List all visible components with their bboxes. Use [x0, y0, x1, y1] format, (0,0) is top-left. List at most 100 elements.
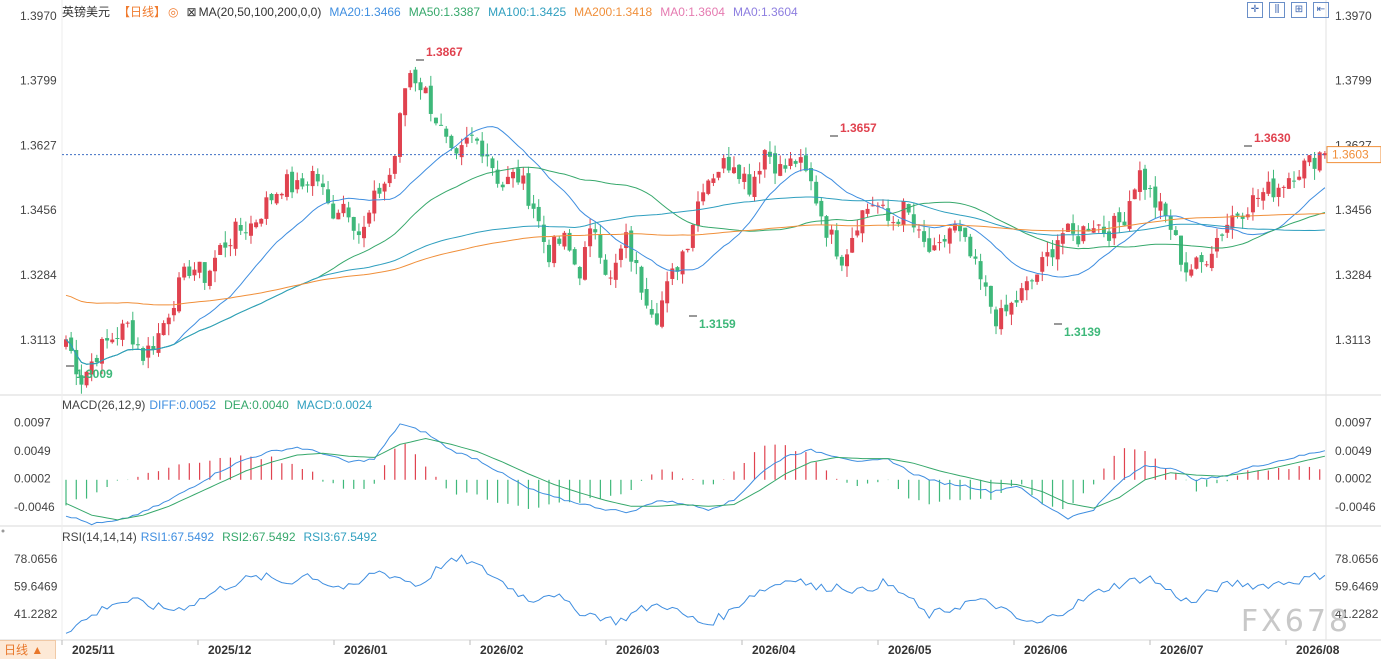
candle-body: [937, 242, 942, 244]
candle-body: [485, 154, 490, 157]
current-price-tag: [1326, 146, 1381, 164]
macd-tick-right: -0.0046: [1335, 500, 1376, 514]
candle-body: [932, 245, 937, 251]
candle-body: [1143, 168, 1148, 190]
candle-body: [850, 237, 855, 253]
candles: [64, 66, 1327, 394]
candle-body: [767, 151, 772, 157]
ma20-value: MA20:1.3466: [329, 5, 401, 19]
macd-dea-value: DEA:0.0040: [224, 398, 289, 412]
candle-body: [207, 270, 212, 286]
candle-body: [94, 357, 99, 363]
candle-body: [541, 224, 546, 242]
candle-body: [89, 361, 94, 375]
candle-body: [279, 193, 284, 196]
candle-body: [320, 183, 325, 188]
candle-type-icon[interactable]: ⫼: [1269, 2, 1285, 18]
candle-body: [1096, 224, 1101, 226]
candle-body: [608, 277, 613, 279]
zoom-icon[interactable]: ⊞: [1291, 2, 1307, 18]
candle-body: [716, 171, 721, 178]
period-label[interactable]: 【日线】: [118, 5, 167, 19]
candle-body: [593, 229, 598, 233]
candle-body: [356, 231, 361, 236]
candle-body: [598, 235, 603, 258]
candle-body: [994, 309, 999, 327]
candle-body: [362, 226, 367, 239]
candle-body: [690, 224, 695, 248]
ma0-value-a: MA0:1.3604: [660, 5, 725, 19]
candle-body: [891, 222, 896, 224]
candle-body: [428, 85, 433, 114]
period-circle-icon[interactable]: ◎: [168, 5, 179, 19]
candle-body: [629, 230, 634, 262]
candle-body: [901, 201, 906, 225]
ma-toggle-icon[interactable]: ⊠: [186, 5, 197, 19]
candle-body: [341, 203, 346, 214]
candle-body: [865, 208, 870, 214]
macd-tick-right: 0.0002: [1335, 472, 1372, 486]
price-tick-left: 1.3799: [20, 74, 57, 88]
candle-body: [737, 164, 742, 180]
candle-body: [156, 333, 161, 353]
candle-body: [433, 117, 438, 124]
candle-body: [845, 254, 850, 267]
candle-body: [1302, 160, 1307, 179]
candle-body: [1250, 195, 1255, 213]
candle-body: [654, 313, 659, 325]
candle-body: [1281, 186, 1286, 188]
candle-body: [1317, 152, 1322, 171]
candle-body: [1256, 197, 1261, 199]
extreme-label: 1.3159: [699, 317, 736, 331]
candle-body: [731, 167, 736, 174]
candle-body: [839, 256, 844, 266]
candle-body: [978, 261, 983, 280]
macd-tick-left: 0.0049: [14, 444, 51, 458]
candle-body: [187, 266, 192, 276]
macd-params: MACD(26,12,9): [62, 398, 146, 412]
candle-body: [397, 113, 402, 157]
candle-body: [125, 322, 130, 324]
candle-body: [1101, 226, 1106, 234]
main-chart-header: 英镑美元 【日线】 ◎ ⊠ MA(20,50,100,200,0,0) MA20:1.34…: [62, 3, 806, 20]
candle-body: [1137, 170, 1142, 192]
candle-body: [860, 210, 865, 234]
candle-body: [942, 238, 947, 242]
candle-body: [1127, 201, 1132, 229]
candle-body: [999, 308, 1004, 330]
candle-body: [1173, 230, 1178, 235]
macd-value: MACD:0.0024: [296, 398, 373, 412]
candle-body: [618, 248, 623, 260]
ma-params: MA(20,50,100,200,0,0): [198, 5, 322, 19]
candle-body: [963, 227, 968, 238]
candle-body: [552, 236, 557, 264]
candle-body: [1029, 280, 1034, 282]
candle-body: [973, 256, 978, 259]
candle-body: [1209, 253, 1214, 269]
candle-body: [613, 262, 618, 280]
candle-body: [171, 307, 176, 316]
candle-body: [1122, 221, 1127, 226]
candle-body: [557, 238, 562, 244]
candle-body: [798, 157, 803, 163]
candle-body: [233, 221, 238, 249]
collapse-icon[interactable]: ⇤: [1313, 2, 1329, 18]
ma200-line: [65, 213, 1325, 306]
candle-body: [1194, 257, 1199, 269]
ma20-line: [65, 126, 1326, 365]
candle-body: [110, 339, 115, 343]
candle-body: [1214, 237, 1219, 252]
period-switch-button[interactable]: 日线 ▲: [0, 640, 56, 659]
candle-body: [418, 82, 423, 91]
candle-body: [1292, 180, 1297, 182]
macd-header: MACD(26,12,9) DIFF:0.0052 DEA:0.0040 MACD:0…: [62, 398, 380, 412]
rsi3-value: RSI3:67.5492: [303, 530, 377, 544]
candle-body: [218, 245, 223, 255]
candle-body: [315, 173, 320, 182]
candle-body: [922, 231, 927, 242]
candle-body: [177, 277, 182, 312]
candle-body: [248, 223, 253, 236]
candle-body: [351, 216, 356, 231]
crosshair-icon[interactable]: ✛: [1247, 2, 1263, 18]
